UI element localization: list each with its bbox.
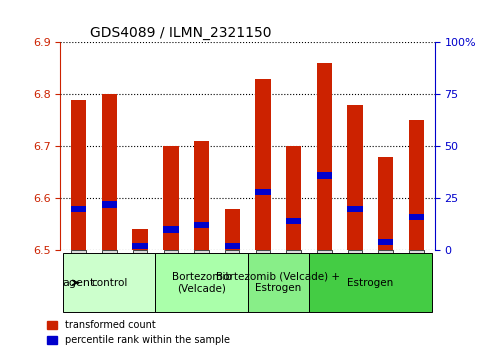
Text: GDS4089 / ILMN_2321150: GDS4089 / ILMN_2321150 (90, 26, 272, 40)
Bar (316, 63, 332, 250)
Bar (316, 172, 332, 178)
FancyBboxPatch shape (156, 253, 248, 312)
FancyBboxPatch shape (248, 253, 309, 312)
Bar (286, 218, 301, 224)
Bar (225, 243, 240, 249)
FancyBboxPatch shape (63, 253, 156, 312)
Bar (102, 95, 117, 250)
Bar (71, 99, 86, 250)
Text: Bortezomib (Velcade) +
Estrogen: Bortezomib (Velcade) + Estrogen (216, 272, 340, 293)
Bar (409, 120, 424, 250)
Bar (255, 79, 270, 250)
Bar (409, 214, 424, 220)
Bar (347, 206, 363, 212)
Text: Estrogen: Estrogen (347, 278, 393, 287)
Legend: transformed count, percentile rank within the sample: transformed count, percentile rank withi… (43, 316, 234, 349)
Bar (378, 157, 393, 250)
Bar (132, 229, 148, 250)
Bar (347, 105, 363, 250)
FancyBboxPatch shape (309, 253, 432, 312)
Text: agent: agent (62, 278, 94, 287)
Bar (378, 239, 393, 245)
Bar (225, 209, 240, 250)
Text: Bortezomib
(Velcade): Bortezomib (Velcade) (171, 272, 231, 293)
Text: control: control (91, 278, 128, 287)
Bar (102, 201, 117, 207)
Bar (132, 243, 148, 249)
Bar (71, 206, 86, 212)
Bar (194, 222, 209, 228)
Bar (286, 146, 301, 250)
Bar (194, 141, 209, 250)
Bar (163, 226, 179, 233)
Bar (255, 189, 270, 195)
Bar (163, 146, 179, 250)
